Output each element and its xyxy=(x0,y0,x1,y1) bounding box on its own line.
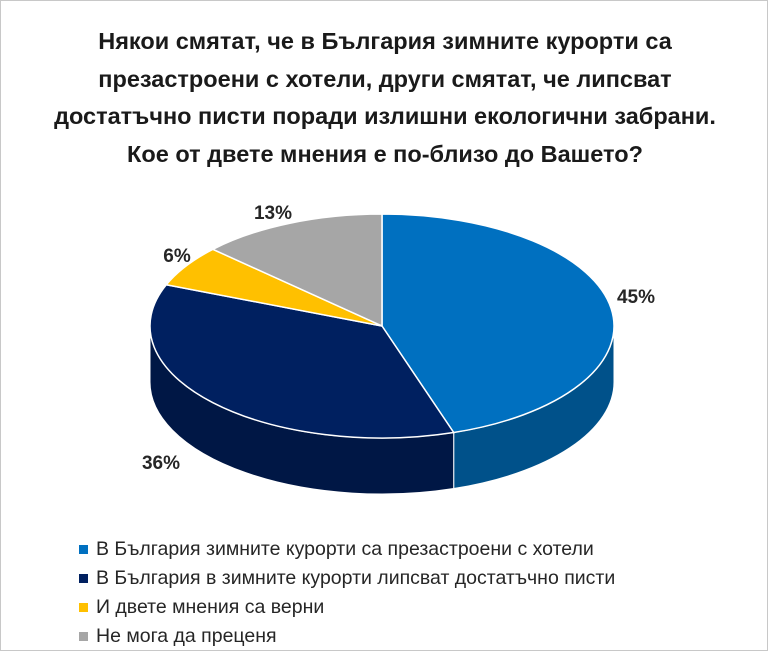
pie-chart: 45% 36% 6% 13% xyxy=(142,203,655,495)
chart-title-line: Някои смятат, че в България зимните куро… xyxy=(98,28,672,54)
data-label: 45% xyxy=(617,287,655,308)
chart-title-line: презастроени с хотели, други смятат, че … xyxy=(98,65,672,92)
data-label: 36% xyxy=(142,453,180,474)
legend-swatch xyxy=(79,603,88,612)
chart-title-line: достатъчно писти поради излишни екологич… xyxy=(54,103,716,129)
data-label: 6% xyxy=(163,246,191,267)
chart-title: Някои смятат, че в България зимните куро… xyxy=(11,23,759,173)
chart-title-line: Кое от двете мнения е по-близо до Вашето… xyxy=(127,140,643,167)
chart-legend: В България зимните курорти са презастрое… xyxy=(79,535,615,651)
legend-item: И двете мнения са верни xyxy=(79,593,615,622)
data-label: 13% xyxy=(254,203,292,224)
legend-label: Не мога да преценя xyxy=(96,625,277,647)
legend-swatch xyxy=(79,574,88,583)
pie-slice xyxy=(211,213,383,328)
pie-slice xyxy=(149,283,455,439)
legend-label: В България в зимните курорти липсват дос… xyxy=(96,567,616,589)
legend-item: В България зимните курорти са презастрое… xyxy=(79,535,615,564)
legend-label: И двете мнения са верни xyxy=(96,596,325,618)
legend-item: Не мога да преценя xyxy=(79,622,615,651)
legend-swatch xyxy=(79,545,88,554)
pie-slice xyxy=(381,213,615,434)
pie-top xyxy=(149,213,615,439)
legend-label: В България зимните курорти са презастрое… xyxy=(96,538,594,560)
legend-item: В България в зимните курорти липсват дос… xyxy=(79,564,615,593)
legend-swatch xyxy=(79,632,88,641)
